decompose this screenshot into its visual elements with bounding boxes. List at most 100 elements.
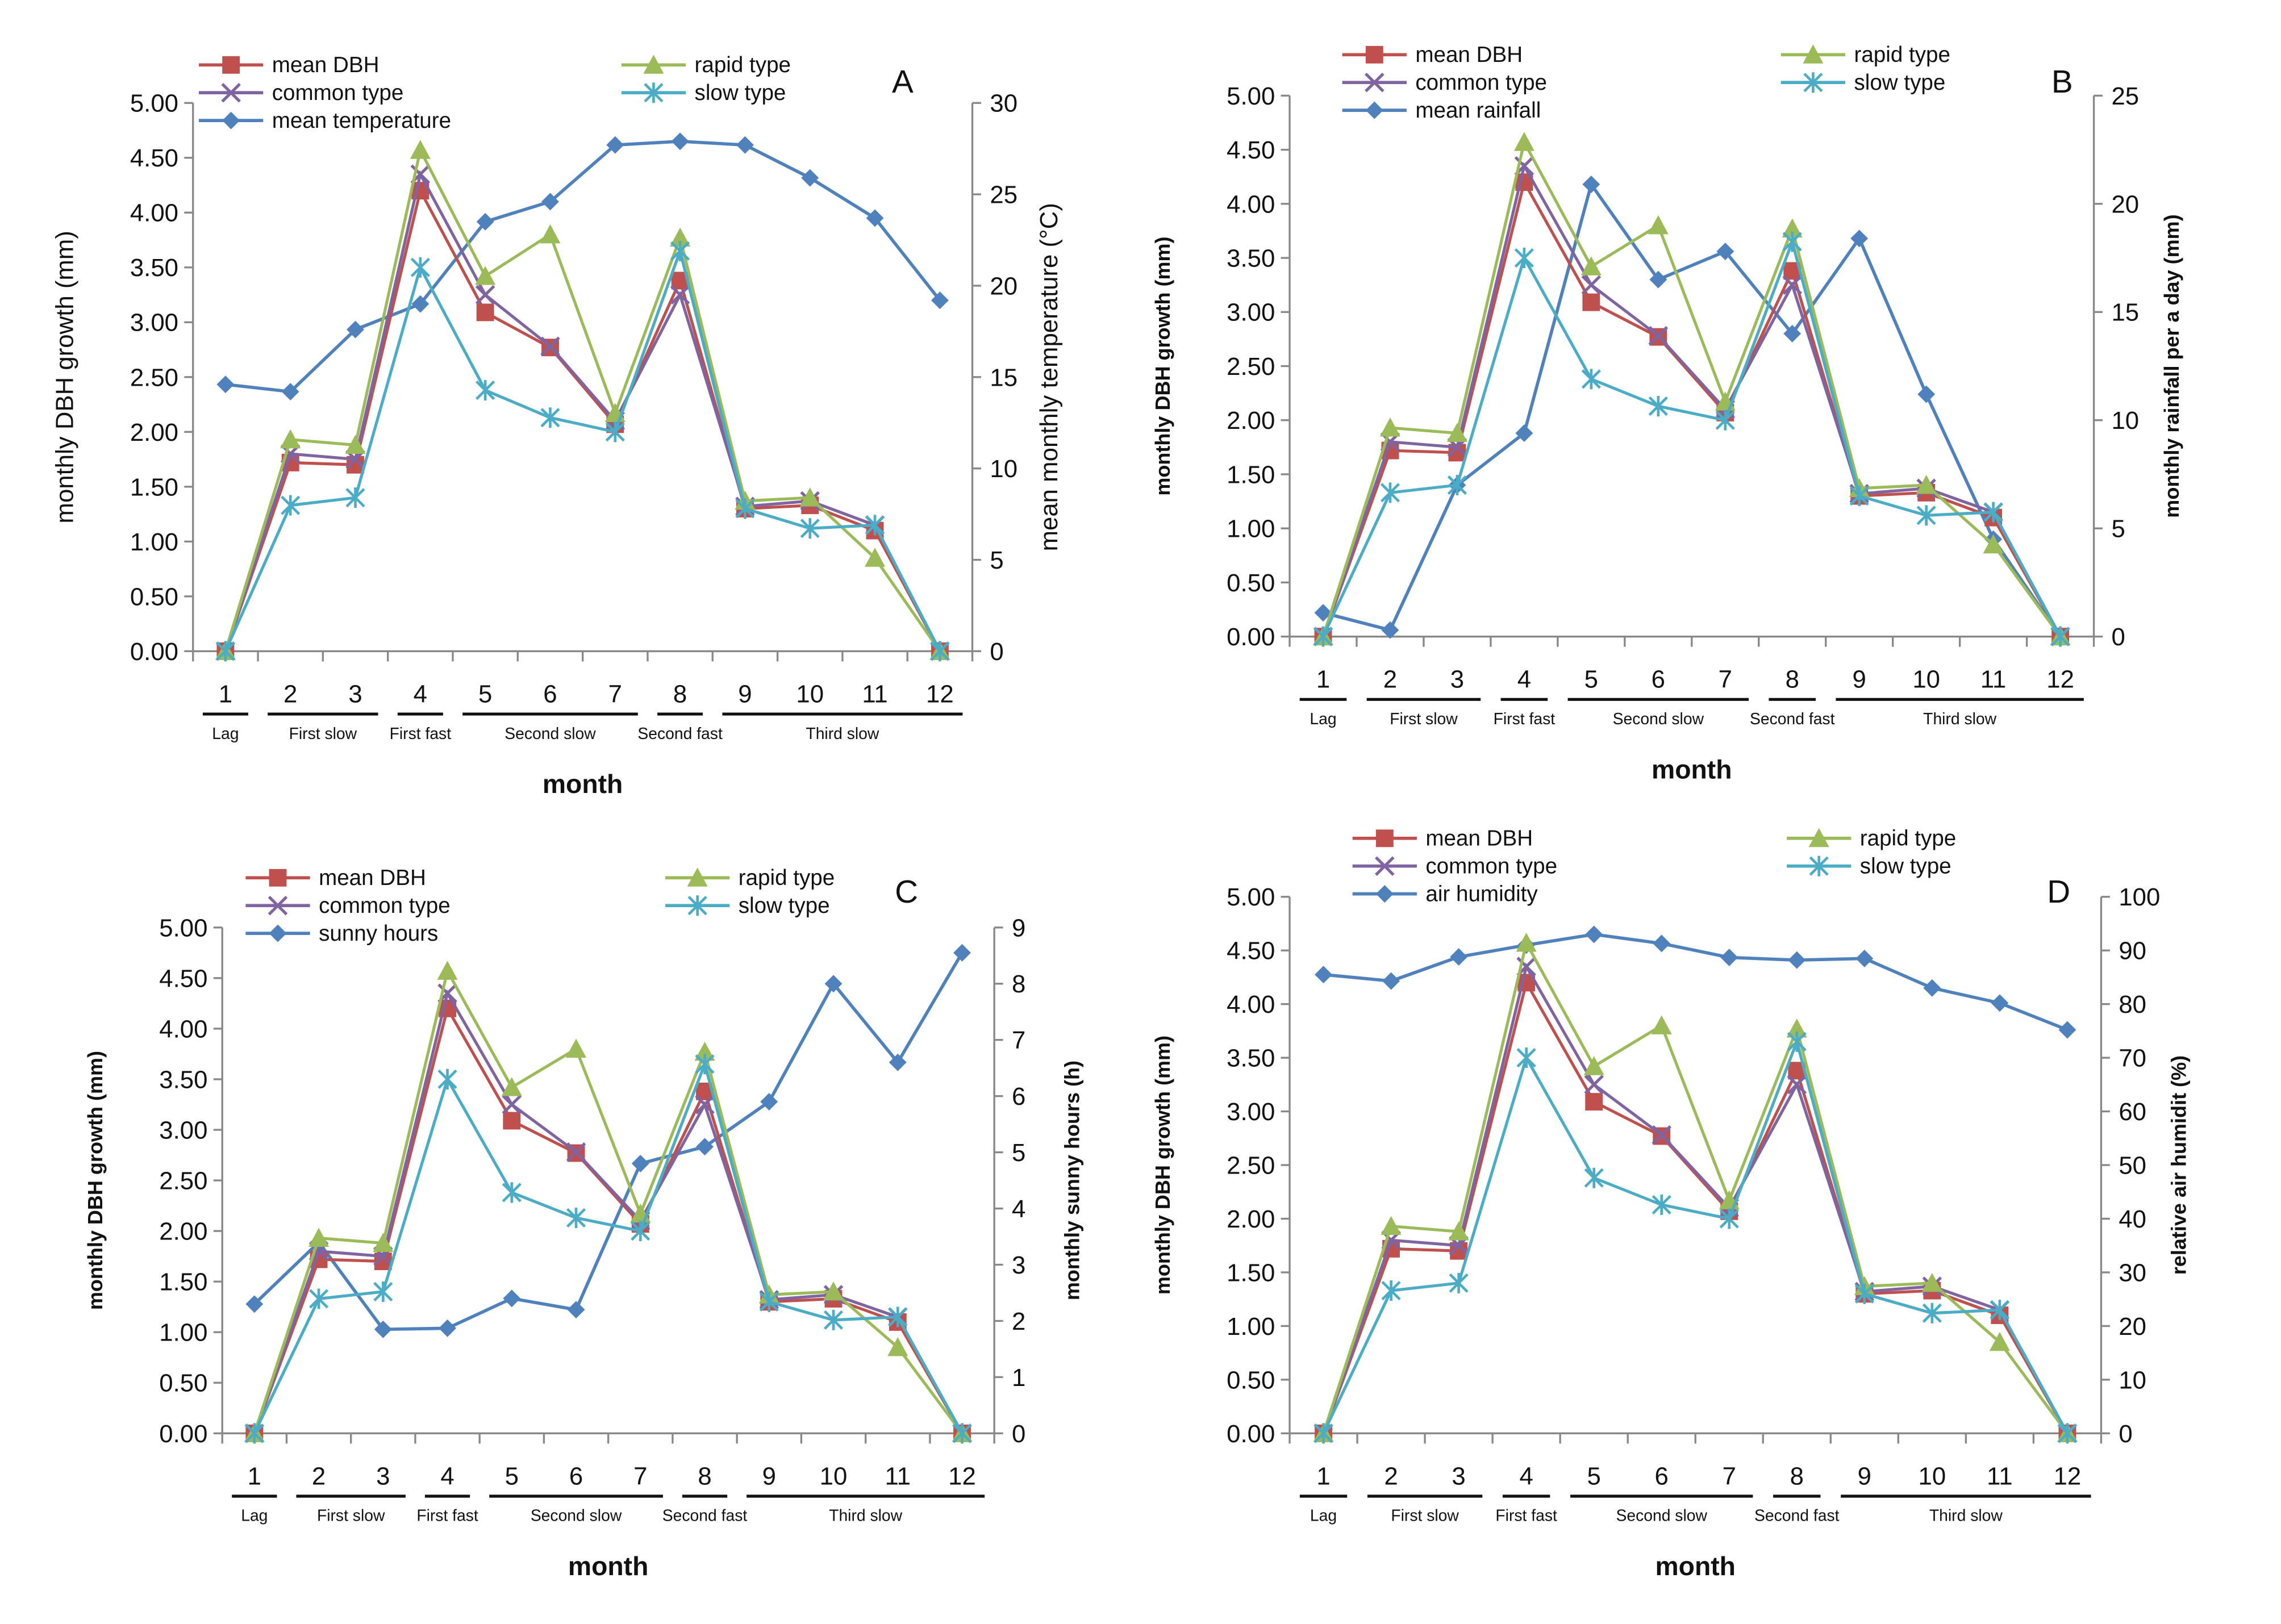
legend-marker [269, 924, 287, 942]
y2-tick-label: 25 [990, 181, 1018, 209]
x-tick-label: 4 [440, 1462, 454, 1490]
data-point [1583, 1056, 1604, 1075]
y2-tick-label: 4 [1012, 1195, 1025, 1223]
data-point [799, 487, 820, 507]
y2-tick-label: 6 [1012, 1083, 1025, 1111]
phase-label: Second fast [662, 1506, 748, 1525]
data-point [437, 1068, 457, 1089]
legend-marker [1365, 45, 1383, 64]
series-line-rapid-type [1321, 138, 2062, 638]
data-point [540, 224, 561, 244]
data-point [801, 169, 819, 187]
data-point [889, 1053, 907, 1071]
y-tick-label: 1.50 [1227, 1259, 1275, 1287]
y-tick-label: 0.50 [159, 1370, 207, 1397]
series-line-mean-DBH [253, 1004, 964, 1434]
legend-label: slow type [695, 81, 786, 105]
phase-label: Lag [241, 1506, 268, 1525]
data-point [1313, 1423, 1333, 1444]
y2-tick-label: 2 [1012, 1308, 1025, 1335]
x-tick-label: 10 [820, 1462, 848, 1490]
legend-label: mean DBH [272, 53, 380, 77]
series-line-slow-type [1321, 237, 2062, 637]
legend: mean DBH common type air humidity rapid typ… [1352, 826, 1956, 906]
data-point [2050, 626, 2070, 647]
y2-tick-label: 5 [990, 546, 1003, 574]
y2-tick-label: 60 [2119, 1098, 2146, 1126]
legend-item: slow type [1780, 70, 1945, 95]
data-point [605, 421, 625, 442]
y-axis-title: monthly DBH growth (mm) [1151, 1036, 1174, 1295]
data-point [280, 429, 301, 449]
data-point [501, 1077, 522, 1096]
legend-item: mean DBH [245, 866, 426, 890]
data-point [567, 1301, 585, 1319]
y-tick-label: 1.50 [1227, 461, 1275, 489]
x-tick-label: 12 [926, 680, 954, 708]
phase-label: First fast [390, 724, 452, 742]
x-tick-label: 2 [1384, 1462, 1398, 1490]
data-point [1379, 418, 1400, 437]
x-tick-label: 7 [608, 680, 622, 708]
legend-label: slow type [739, 894, 830, 918]
data-point [694, 1041, 715, 1061]
y2-tick-label: 0 [2119, 1420, 2132, 1448]
legend-item: rapid type [1787, 826, 1956, 851]
x-tick-label: 7 [1723, 1462, 1736, 1490]
data-point [244, 1423, 264, 1444]
legend-item: rapid type [621, 53, 791, 77]
y-tick-label: 1.00 [1227, 515, 1275, 543]
data-point [540, 407, 560, 428]
y2-tick-label: 1 [1012, 1364, 1025, 1392]
data-point [476, 303, 494, 322]
data-point [1315, 966, 1332, 984]
y2-tick-label: 10 [2111, 407, 2139, 435]
y-tick-label: 1.50 [130, 473, 178, 501]
series-line-mean-DBH [1322, 979, 2069, 1434]
data-point [952, 1423, 972, 1444]
y2-tick-label: 10 [2119, 1366, 2146, 1394]
y-tick-label: 0.50 [130, 583, 178, 611]
data-point [281, 495, 301, 516]
data-point [1380, 482, 1400, 503]
x-tick-label: 12 [2046, 666, 2074, 694]
legend-label: sunny hours [319, 921, 438, 946]
chart-panel-c: 0.00 0.50 1.00 1.50 2.00 2.50 3.00 3.50 4.00 4.50… [84, 866, 1083, 1581]
data-point [1855, 949, 1874, 967]
series-line-mean-DBH [224, 186, 941, 652]
chart-panel-d: 0.00 0.50 1.00 1.50 2.00 2.50 3.00 3.50 4.00 4.50… [1151, 826, 2191, 1581]
x-tick-label: 8 [673, 680, 687, 708]
phase-label: First slow [1390, 709, 1458, 728]
data-point [345, 487, 365, 508]
legend-marker [1375, 856, 1395, 876]
data-point [308, 1288, 329, 1309]
y-tick-label: 5.00 [1227, 82, 1275, 110]
x-tick-label: 1 [1316, 666, 1330, 694]
data-point [410, 257, 430, 278]
y2-tick-label: 5 [1012, 1139, 1025, 1167]
panel-letter: B [2051, 64, 2073, 99]
y2-tick-label: 8 [1012, 970, 1025, 998]
data-point [308, 1228, 330, 1247]
legend: mean DBH common type sunny hours rapid type… [245, 866, 835, 946]
y-tick-label: 4.50 [159, 965, 207, 992]
data-point [606, 136, 624, 154]
data-point [1584, 1075, 1604, 1095]
phase-label: Second slow [1616, 1506, 1707, 1525]
data-point [670, 227, 691, 247]
y2-tick-label: 10 [990, 455, 1018, 483]
phase-label: Second fast [1754, 1506, 1840, 1525]
x-tick-label: 5 [478, 680, 492, 708]
y-tick-label: 4.00 [1227, 190, 1275, 218]
data-point [1783, 324, 1802, 343]
panel-letter: C [895, 874, 918, 909]
phase-label: First slow [1391, 1506, 1459, 1525]
phase-label: Second fast [1750, 709, 1835, 728]
y-axis-title: monthly DBH growth (mm) [1151, 236, 1174, 495]
series-line-slow-type [224, 246, 941, 652]
legend-marker [269, 869, 287, 887]
legend-marker [1803, 44, 1824, 64]
legend-label: mean DBH [1425, 826, 1533, 851]
legend-item: slow type [665, 894, 830, 918]
y2-tick-label: 15 [2111, 299, 2139, 327]
